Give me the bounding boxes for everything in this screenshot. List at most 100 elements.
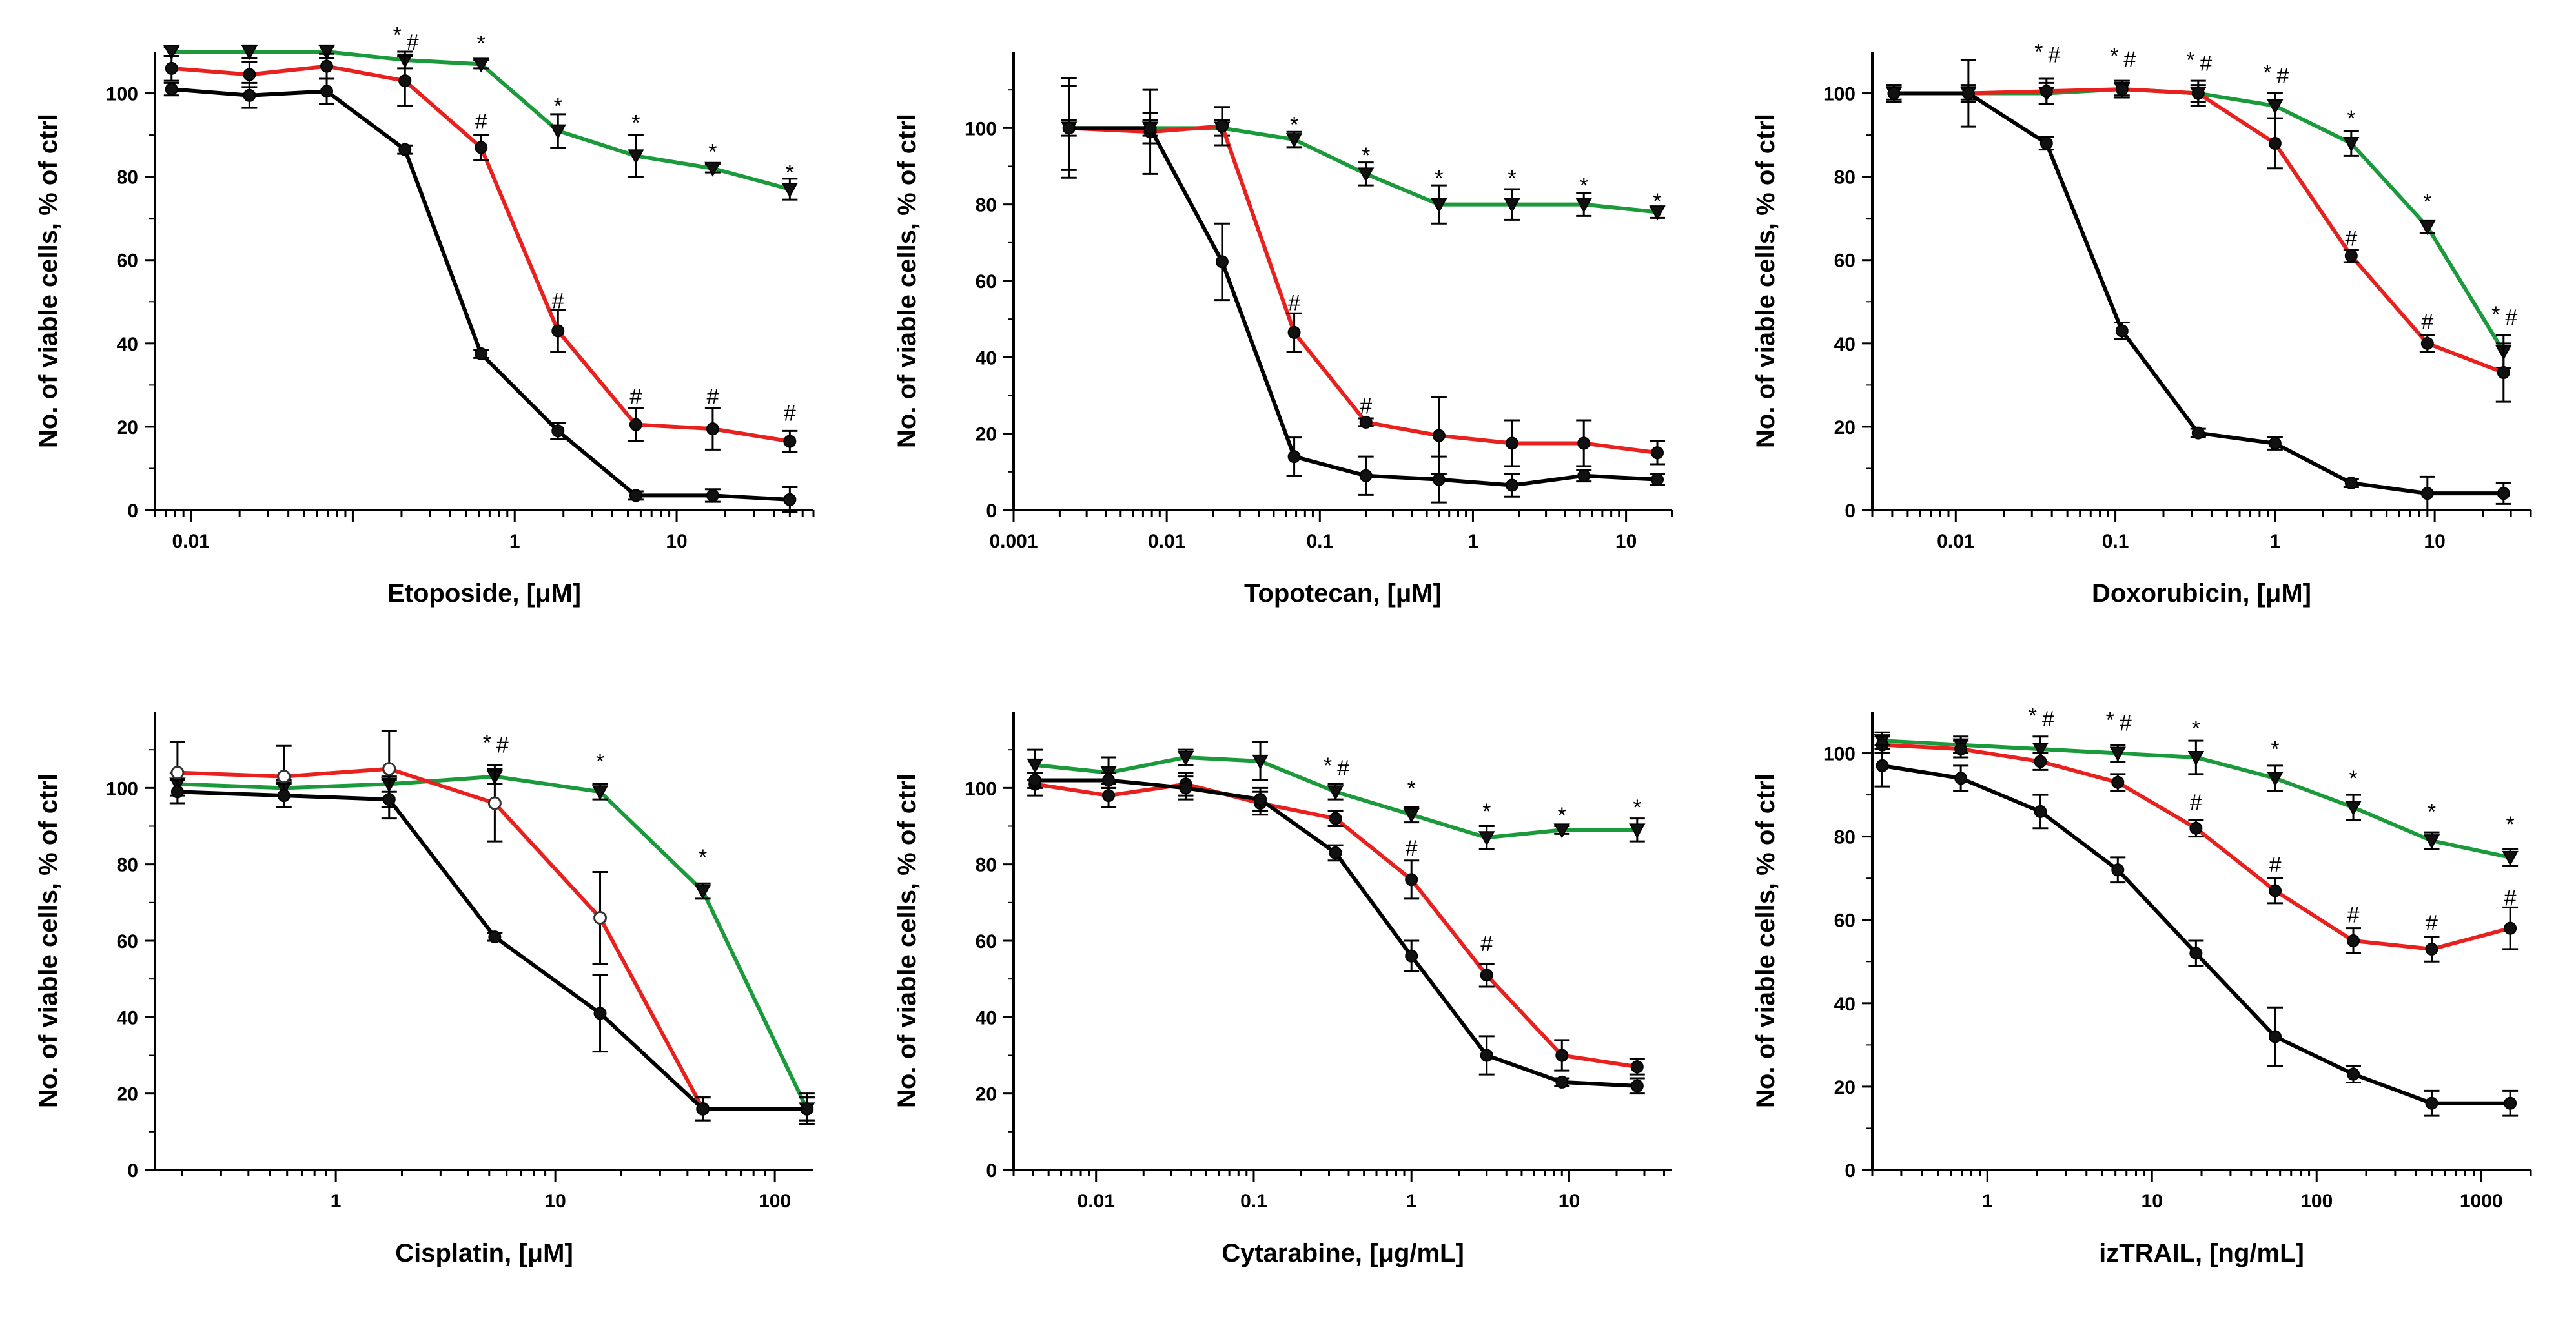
data-point: [1478, 831, 1495, 846]
data-point: [243, 88, 256, 102]
significance-mark: *: [483, 730, 491, 755]
data-point: [800, 1102, 813, 1116]
data-point: [629, 418, 642, 431]
series-line-2: [1882, 743, 2511, 951]
panel-cytarabine: 0.01 0.1 1 10 0 20 40 60 80 100 Cytarabine, [μg/mL…: [859, 660, 1717, 1320]
data-point: [277, 789, 291, 803]
significance-mark: *: [2506, 812, 2515, 837]
data-point: [1285, 133, 1303, 149]
y-tick-label: 80: [117, 855, 138, 876]
significance-mark: #: [2505, 305, 2517, 330]
data-point: [783, 493, 797, 506]
data-point: [2111, 775, 2125, 789]
significance-mark: #: [784, 402, 796, 426]
data-point: [1177, 751, 1194, 766]
significance-mark: *: [1653, 189, 1661, 214]
y-tick-label: 100: [1823, 744, 1855, 765]
data-point: [2497, 366, 2510, 379]
data-point: [1887, 87, 1901, 100]
y-tick-label: 80: [976, 855, 997, 876]
data-point: [1954, 772, 1968, 785]
significance-mark: *: [2428, 799, 2436, 824]
x-tick-label: 10: [2424, 531, 2445, 552]
significance-mark: #: [2426, 911, 2438, 936]
data-point: [475, 141, 488, 154]
x-axis-title: Topotecan, [μM]: [1244, 579, 1442, 608]
data-point: [549, 124, 566, 139]
data-point: [2267, 99, 2284, 114]
significance-mark: #: [552, 289, 564, 313]
y-tick-label: 20: [1834, 417, 1855, 438]
data-point: [1577, 469, 1591, 482]
significance-mark: #: [2042, 707, 2054, 732]
significance-mark: *: [1508, 166, 1516, 190]
data-point: [1651, 446, 1664, 460]
data-point: [2267, 772, 2284, 787]
data-point: [488, 930, 502, 944]
data-point: [1062, 121, 1076, 135]
y-tick-label: 40: [976, 347, 997, 369]
data-point: [2344, 249, 2358, 263]
data-point: [170, 785, 184, 799]
data-point: [2039, 85, 2053, 98]
data-point: [696, 1102, 710, 1116]
y-tick-label: 40: [976, 1007, 997, 1029]
significance-mark: #: [2421, 310, 2433, 334]
data-point: [2420, 336, 2434, 350]
y-tick-label: 0: [1845, 1160, 1855, 1182]
data-point: [318, 45, 335, 61]
y-tick-label: 20: [976, 1084, 997, 1105]
chart-cisplatin: 1 10 100 0 20 40 60 80 100 Cisplatin, [μM] No. of …: [34, 712, 815, 1267]
significance-mark: *: [1435, 166, 1443, 190]
data-point: [2189, 947, 2203, 960]
panel-topotecan: 0.001 0.01 0.1 1 10 0 20 40 60 80 100 Topotecan, [μ…: [859, 0, 1717, 660]
y-tick-label: 40: [1834, 994, 1855, 1015]
panel-doxorubicin: 0.01 0.1 1 10 0 20 40 60 80 100 Doxorubicin, [μM] N…: [1717, 0, 2576, 660]
data-point: [320, 85, 334, 98]
significance-mark: #: [1337, 756, 1349, 781]
data-point: [241, 45, 258, 61]
data-point: [1575, 198, 1592, 213]
data-point: [2032, 743, 2049, 758]
x-axis-title: Doxorubicin, [μM]: [2092, 579, 2311, 608]
significance-mark: #: [2048, 43, 2060, 67]
data-point: [2268, 137, 2282, 150]
significance-mark: *: [2029, 704, 2037, 728]
y-tick-label: 100: [106, 778, 138, 799]
data-point: [2189, 821, 2203, 835]
data-point: [382, 793, 396, 806]
data-point: [2268, 436, 2282, 450]
series-line-1: [1882, 763, 2511, 1105]
x-tick-label: 100: [759, 1191, 791, 1212]
y-tick-label: 60: [1834, 910, 1855, 932]
y-tick-label: 80: [1834, 167, 1855, 189]
data-point: [2191, 87, 2205, 100]
y-tick-label: 100: [106, 84, 138, 105]
significance-mark: *: [393, 23, 402, 48]
significance-mark: *: [1362, 143, 1370, 168]
data-point: [706, 489, 719, 502]
y-tick-label: 20: [117, 417, 138, 438]
y-tick-label: 20: [1834, 1077, 1855, 1098]
y-tick-label: 100: [965, 118, 997, 139]
series-line-1: [1068, 126, 1658, 487]
data-point: [1553, 823, 1570, 839]
significance-mark: *: [2349, 766, 2357, 791]
data-point: [2425, 1096, 2438, 1110]
x-tick-label: 1: [509, 531, 520, 552]
data-point: [487, 796, 502, 810]
data-point: [2269, 1030, 2282, 1043]
data-point: [783, 435, 797, 448]
data-point: [2497, 487, 2510, 500]
data-point: [1432, 429, 1446, 442]
x-tick-label: 1: [331, 1191, 342, 1212]
data-point: [2343, 137, 2360, 152]
data-point: [243, 68, 256, 81]
data-point: [1327, 785, 1344, 801]
significance-mark: #: [2190, 790, 2202, 815]
y-tick-label: 0: [127, 1160, 138, 1182]
x-axis-title: Etoposide, [μM]: [387, 579, 581, 608]
data-point: [1555, 1049, 1569, 1062]
significance-mark: #: [496, 733, 509, 757]
